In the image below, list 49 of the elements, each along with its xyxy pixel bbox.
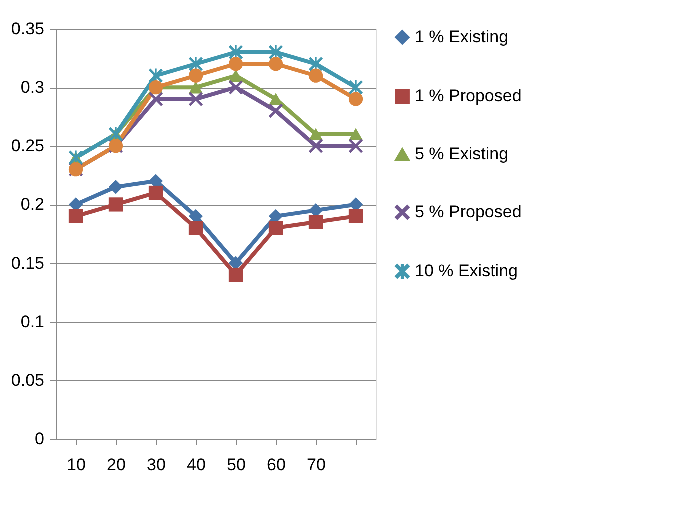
point [268, 221, 284, 236]
point [188, 209, 204, 224]
point [268, 104, 284, 118]
point [188, 81, 204, 94]
point [348, 139, 364, 154]
point [268, 209, 284, 224]
point [188, 68, 204, 83]
x-tick-label: 70 [307, 456, 326, 474]
point [188, 57, 204, 72]
x-tick-label: 60 [267, 456, 286, 474]
x-tick-label: 30 [147, 456, 166, 474]
x-tick-label: 40 [187, 456, 206, 474]
x-tick-label: 50 [227, 456, 246, 474]
point [348, 92, 364, 106]
point [148, 68, 164, 83]
y-tick-label: 0.35 [11, 20, 44, 38]
point [348, 209, 364, 224]
point [348, 80, 364, 95]
point [108, 198, 124, 212]
legend-label: 5 % Existing [415, 144, 509, 164]
point [228, 268, 244, 282]
y-tick-label: 0.25 [11, 136, 44, 156]
point [308, 139, 324, 154]
point [308, 128, 324, 141]
point [68, 209, 84, 224]
y-tick-label: 0 [35, 430, 44, 448]
point [148, 186, 164, 200]
point [228, 57, 244, 72]
point [348, 128, 364, 141]
legend-label: 5 % Proposed [415, 202, 522, 222]
point [148, 92, 164, 106]
x-tick-label: 20 [107, 456, 126, 474]
point [228, 80, 244, 95]
point [268, 57, 284, 72]
point [108, 180, 124, 194]
y-tick-label: 0.3 [20, 78, 44, 98]
x-tick-label: 10 [67, 456, 86, 474]
legend-label: 10 % Existing [415, 262, 518, 280]
y-tick-label: 0.2 [20, 195, 44, 214]
y-tick-label: 0.05 [11, 370, 44, 390]
point [308, 68, 324, 83]
point [188, 92, 204, 106]
y-tick-label: 0.1 [20, 312, 44, 332]
point [308, 215, 324, 230]
point [188, 221, 204, 236]
legend-label: 1 % Proposed [415, 86, 522, 106]
legend-label: 1 % Existing [415, 28, 509, 46]
point [308, 57, 324, 72]
y-tick-label: 0.15 [11, 254, 44, 273]
